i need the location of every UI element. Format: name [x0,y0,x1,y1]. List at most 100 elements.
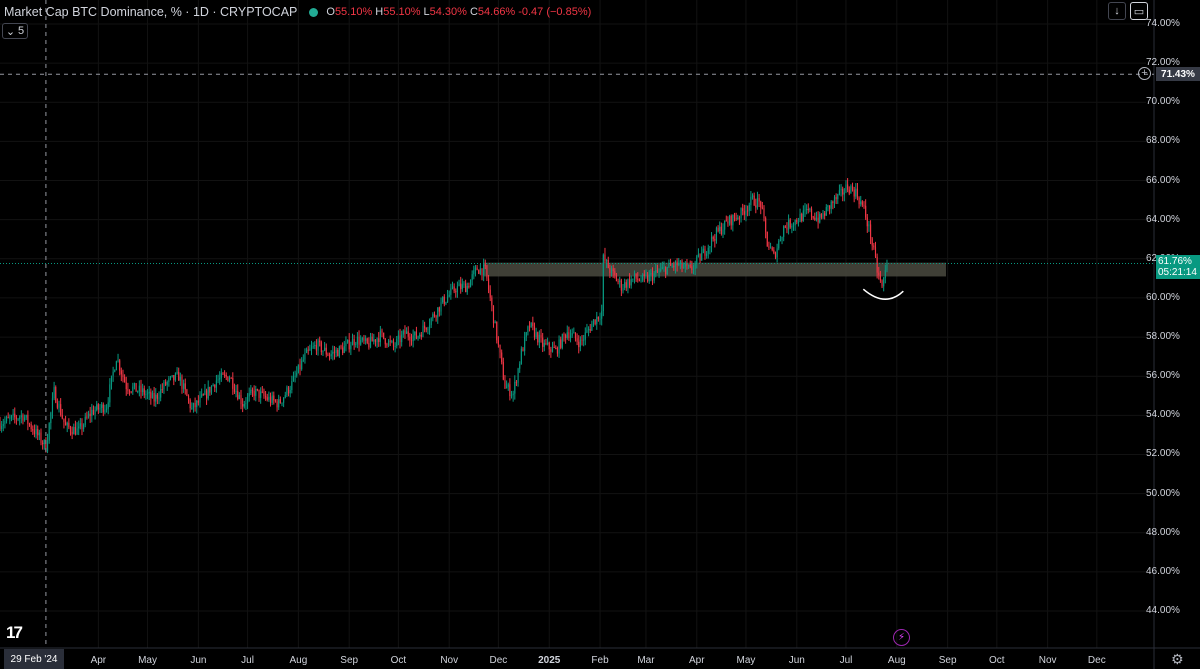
candle-body [537,332,539,343]
candle-body [45,439,47,452]
support-zone [483,262,946,277]
candle-body [20,415,22,418]
candle-body [578,341,580,348]
time-tick-label: 2025 [538,655,561,666]
candle-body [366,338,368,344]
candle-body [581,339,583,341]
candle-body [810,208,813,217]
candle-body [784,226,786,228]
candle-body [519,363,521,369]
candle-body [624,282,626,288]
time-tick-label: May [138,655,157,666]
candle-body [148,391,150,394]
candle-body [271,395,273,403]
candle-body [330,353,332,357]
candle-body [702,248,704,253]
candle-body [120,370,122,375]
candle-body [676,261,678,266]
candle-body [638,279,640,281]
candle-body [625,282,627,288]
symbol-title[interactable]: Market Cap BTC Dominance, % · 1D · CRYPT… [4,5,298,19]
candle-body [181,376,183,389]
candle-body [245,403,247,405]
candle-body [660,268,662,271]
candle-body [710,236,713,247]
candle-body [322,350,324,353]
candle-body [217,379,219,381]
candle-body [599,318,601,320]
candle-body [0,423,1,430]
candle-body [215,380,217,388]
chart-legend[interactable]: Market Cap BTC Dominance, % · 1D · CRYPT… [4,4,594,20]
candle-body [61,415,63,419]
candle-body [658,270,660,272]
lightning-icon[interactable]: ⚡ [893,629,910,646]
candle-body [30,424,32,430]
candle-body [51,398,54,413]
price-tick-label: 56.00% [1146,370,1180,382]
price-tick-label: 66.00% [1146,174,1180,186]
open-value: 55.10% [334,6,373,18]
time-tick-label: Jul [241,655,254,666]
candle-body [527,326,529,333]
candle-body [24,417,26,421]
candle-body [302,359,304,361]
candle-body [420,334,422,337]
last-price-tag: 61.76% 05:21:14 [1156,255,1200,279]
candle-body [735,218,737,220]
candle-body [542,337,544,347]
candle-body [717,227,719,232]
close-value: 54.66% [477,6,516,18]
candle-body [751,195,754,197]
tradingview-logo-icon[interactable]: 17 [6,623,23,642]
candle-body [333,351,336,353]
indicators-collapse-button[interactable]: ⌄ 5 [2,23,28,39]
time-tick-label: Dec [1087,655,1106,666]
candle-body [465,283,467,293]
candle-body [689,265,691,267]
candle-body [379,330,381,342]
candle-body [468,286,470,288]
candle-body [440,302,442,312]
candle-body [378,338,380,342]
candle-body [471,274,473,280]
candle-body [738,217,740,219]
candle-body [361,337,363,341]
candle-body [381,330,383,333]
candle-body [404,330,406,334]
candle-body [628,279,631,286]
candle-body [571,333,573,336]
candle-body [196,400,198,408]
candle-body [501,352,503,363]
candle-body [830,201,832,209]
candle-body [755,205,757,208]
candle-body [850,186,852,194]
candle-body [35,428,37,435]
candle-body [284,394,286,398]
candle-body [747,210,749,212]
crosshair-price-tag: 71.43% [1156,67,1200,81]
candle-body [92,409,95,415]
candle-body [514,381,516,394]
candle-body [212,384,214,387]
gear-icon[interactable]: ⚙ [1171,651,1184,667]
candle-body [609,268,611,273]
crosshair-date-tag: 29 Feb '24 [4,649,64,669]
arrow-down-icon[interactable]: ↓ [1108,2,1126,20]
candle-body [573,332,575,334]
candle-body [37,428,39,436]
candle-body [533,325,536,338]
candle-body [497,340,499,345]
candle-body [325,347,327,355]
candle-body [373,339,375,342]
candle-body [545,342,547,344]
screen-icon[interactable]: ▭ [1130,2,1148,20]
time-tick-label: Jun [190,655,207,666]
candle-body [610,268,613,273]
chevron-down-icon: ⌄ [5,25,16,38]
time-tick-label: Oct [390,655,407,666]
plus-circle-icon[interactable]: + [1138,67,1151,80]
candle-body [627,279,629,288]
candle-body [832,201,834,204]
